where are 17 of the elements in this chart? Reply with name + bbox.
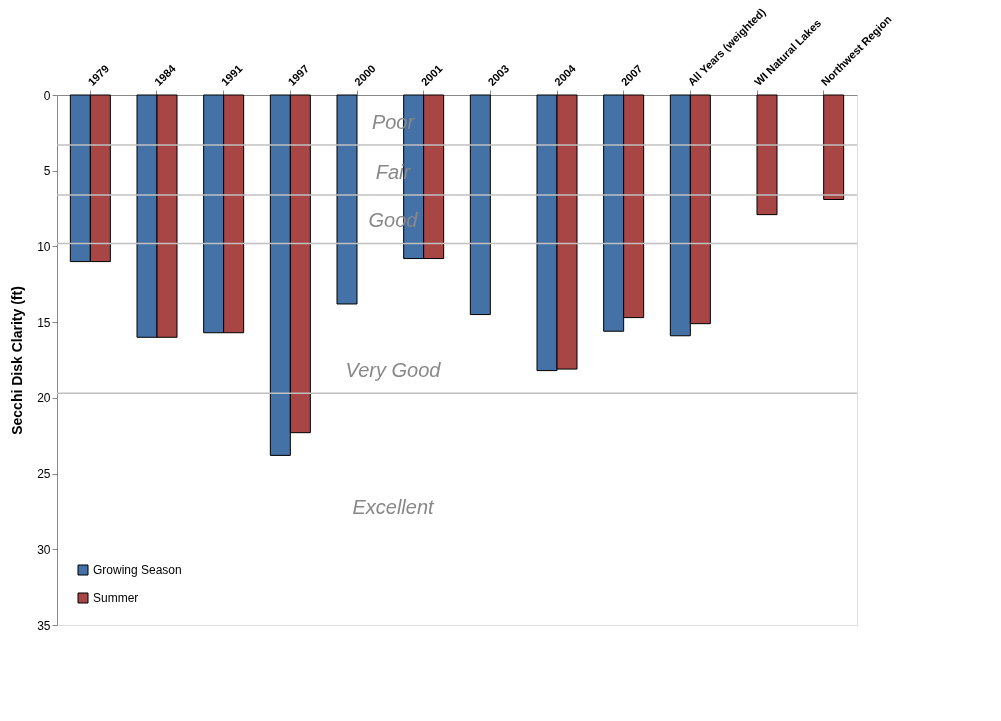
bar [823,94,845,200]
y-tick-label: 30 [37,542,51,557]
legend-label: Growing Season [93,563,182,577]
y-tick-label: 0 [43,88,51,103]
bar [756,94,778,216]
y-tick-label: 25 [37,467,51,482]
y-tick-label: 15 [37,315,51,330]
y-tick-label: 5 [43,164,51,179]
y-tick-label: 10 [37,239,51,254]
bar [469,94,491,316]
legend-label: Summer [93,591,139,605]
y-tick-label: 35 [37,618,51,633]
y-axis-title: Secchi Disk Clarity (ft) [9,286,26,435]
y-tick-label: 20 [37,391,51,406]
annotation: Excellent [352,496,436,519]
ref-line-label: Very Good [345,359,442,382]
bar [336,94,358,305]
